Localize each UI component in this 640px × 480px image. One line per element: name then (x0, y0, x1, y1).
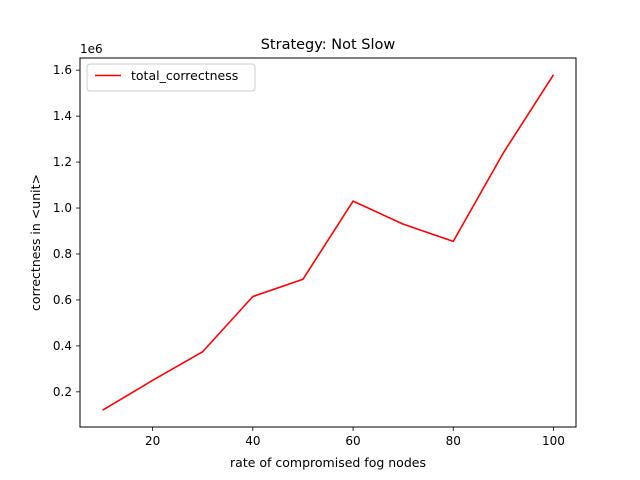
x-tick-label: 100 (542, 434, 565, 448)
x-tick-label: 20 (145, 434, 160, 448)
y-tick-label: 0.6 (53, 293, 72, 307)
y-axis-label: correctness in <unit> (28, 174, 43, 311)
chart-title: Strategy: Not Slow (261, 37, 396, 53)
y-axis-offset-label: 1e6 (80, 42, 103, 56)
series-line-total_correctness (102, 74, 555, 411)
y-tick-label: 1.6 (53, 63, 72, 77)
y-tick-label: 0.2 (53, 385, 72, 399)
legend-label-total-correctness: total_correctness (131, 68, 238, 83)
legend-frame (86, 63, 256, 92)
y-axis-ticks: 0.2 0.4 0.6 0.8 1.0 1.2 1.4 1.6 (53, 63, 80, 399)
y-tick-label: 0.8 (53, 247, 72, 261)
x-tick-label: 40 (245, 434, 260, 448)
y-tick-label: 1.4 (53, 109, 72, 123)
y-tick-label: 1.0 (53, 201, 72, 215)
y-tick-label: 1.2 (53, 155, 72, 169)
x-tick-label: 60 (345, 434, 360, 448)
x-tick-label: 80 (446, 434, 461, 448)
x-axis-ticks: 20 40 60 80 100 (145, 427, 565, 448)
series-layer (102, 74, 555, 411)
y-tick-label: 0.4 (53, 339, 72, 353)
plot-area-frame (79, 57, 577, 428)
legend: total_correctness (86, 63, 256, 92)
x-axis-label: rate of compromised fog nodes (230, 455, 426, 470)
